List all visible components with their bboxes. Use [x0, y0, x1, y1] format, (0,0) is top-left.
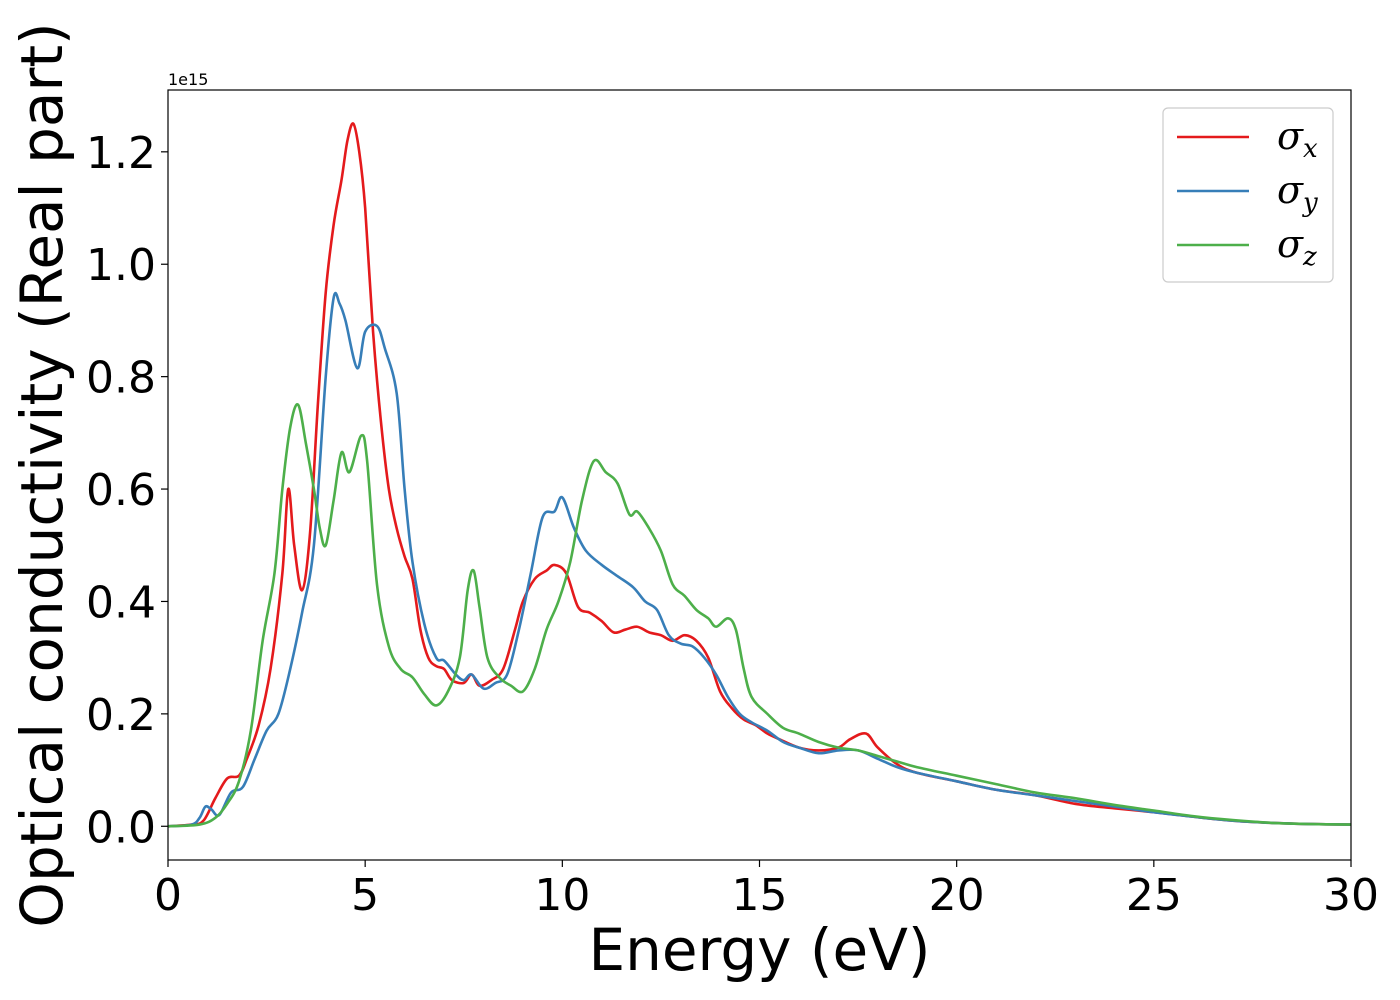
- series-line-sigma-y: [167, 291, 1352, 828]
- y-tick-label: 1.0: [86, 240, 156, 291]
- x-tick-label: 10: [534, 870, 590, 921]
- y-tick-label: 0.4: [86, 577, 156, 628]
- y-tick-label: 0.2: [86, 690, 156, 741]
- y-tick-label: 1.2: [86, 128, 156, 179]
- legend-label-sigma-z: σz: [1277, 222, 1317, 272]
- x-axis: 0 5 10 15 20 25 30: [154, 860, 1379, 921]
- y-tick-label: 0.8: [86, 353, 156, 404]
- x-tick-label: 20: [929, 870, 985, 921]
- series-layer: [167, 122, 1352, 828]
- y-offset-text: 1e15: [168, 70, 208, 89]
- legend-box: [1162, 107, 1334, 283]
- legend-label-sigma-y: σy: [1277, 168, 1318, 218]
- x-tick-label: 5: [351, 870, 379, 921]
- x-tick-label: 15: [732, 870, 788, 921]
- y-axis: 0.0 0.2 0.4 0.6 0.8 1.0 1.2: [86, 128, 168, 853]
- x-tick-label: 0: [154, 870, 182, 921]
- y-tick-label: 0.6: [86, 465, 156, 516]
- x-axis-label: Energy (eV): [588, 916, 930, 984]
- series-line-sigma-z: [167, 403, 1352, 828]
- series-line-sigma-x: [167, 122, 1352, 828]
- x-tick-label: 30: [1323, 870, 1379, 921]
- y-tick-label: 0.0: [86, 802, 156, 853]
- legend-label-sigma-x: σx: [1277, 114, 1318, 164]
- y-axis-label: Optical conductivity (Real part): [8, 22, 76, 927]
- x-tick-label: 25: [1126, 870, 1182, 921]
